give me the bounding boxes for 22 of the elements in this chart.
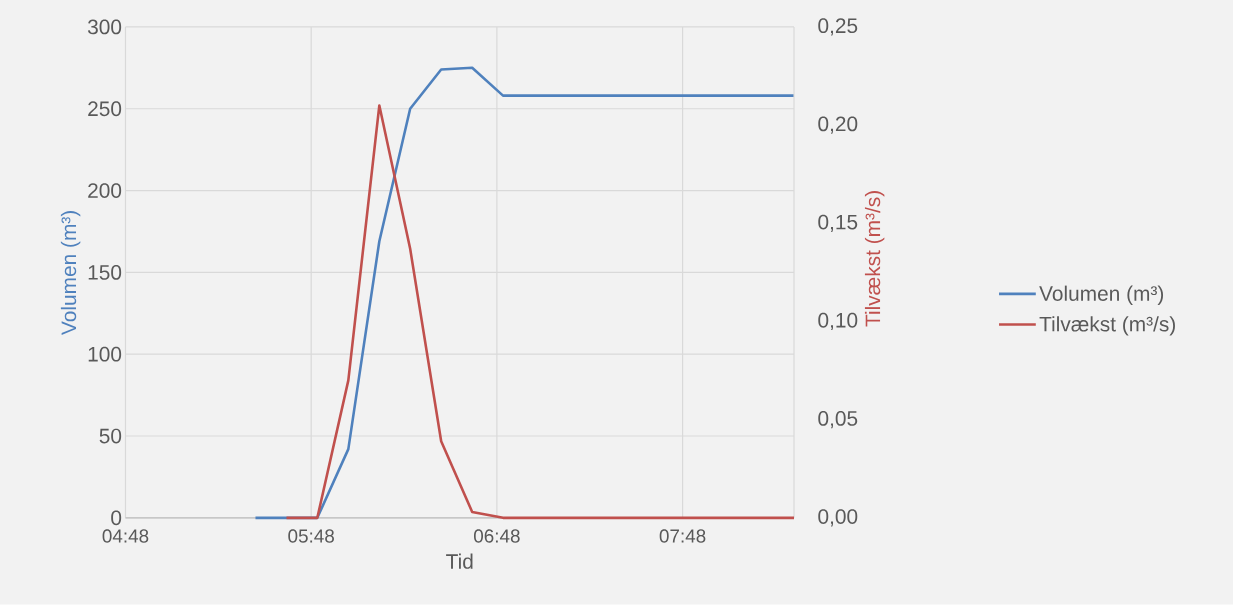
x-tick-label: 06:48: [473, 529, 520, 543]
y2-tick-label: 0,05: [818, 411, 858, 429]
y2-tick-label: 0,15: [818, 214, 858, 233]
y2-axis-title: Tilvækst (m³/s): [864, 191, 885, 327]
x-axis-title: Tid: [446, 553, 473, 570]
y-tick-label: 50: [99, 428, 122, 444]
y-tick-label: 200: [88, 183, 122, 199]
legend-label: Tilvækst (m³/s): [1039, 316, 1175, 336]
y-axis-title: Volumen (m³): [60, 211, 81, 336]
y2-tick-label: 0,25: [818, 18, 858, 36]
y-tick-label: 150: [88, 265, 122, 280]
y2-tick-label: 0,10: [818, 313, 858, 331]
y2-tick-label: 0,20: [818, 116, 858, 134]
y-tick-label: 0: [111, 510, 122, 526]
x-tick-label: 04:48: [102, 529, 149, 543]
legend-label: Volumen (m³): [1039, 285, 1164, 306]
y2-tick-label: 0,00: [818, 509, 858, 527]
y-tick-label: 250: [88, 101, 122, 117]
y-tick-label: 100: [88, 346, 122, 362]
x-tick-label: 05:48: [288, 529, 334, 543]
y-tick-label: 300: [87, 19, 122, 35]
x-tick-label: 07:48: [659, 529, 706, 543]
